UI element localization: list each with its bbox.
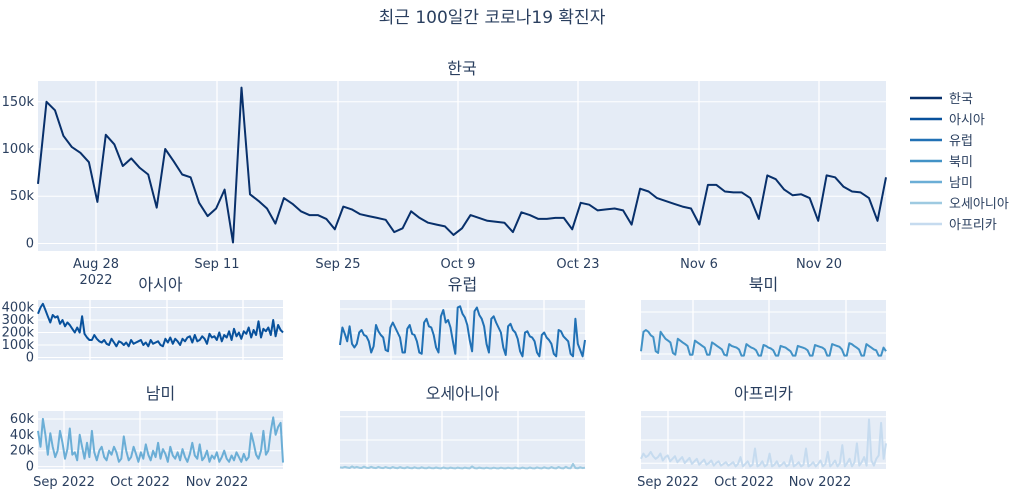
series-line-africa [640,418,887,468]
subplot-title-europe: 유럽 [448,275,477,294]
y-tick-label: 40k [10,428,35,443]
y-tick-label: 100k [2,142,35,157]
x-tick-label: Oct 23 [556,257,599,272]
legend-item: 유럽 [910,134,973,149]
y-tick-label: 400k [2,301,35,316]
legend-item: 오세아니아 [910,197,1009,212]
subplot-north-america: 북미 [640,275,887,360]
x-tick-label: Oct 2022 [714,475,774,490]
subplot-europe: 유럽 [339,275,586,360]
y-tick-label: 150k [2,95,35,110]
series-line-south-america [37,416,284,463]
chart-title: 최근 100일간 코로나19 확진자 [379,8,606,28]
legend-label: 한국 [949,92,973,107]
legend-item: 한국 [910,92,973,107]
subplot-title-korea: 한국 [447,59,476,78]
y-tick-label: 100k [2,338,35,353]
x-tick-label: Sep 25 [315,257,360,272]
plot-area-asia [38,300,283,360]
y-tick-label: 0 [26,351,34,366]
x-tick-label: Sep 11 [194,257,239,272]
subplot-oceania: 오세아니아 [339,384,586,470]
x-tick-label: Oct 9 [441,257,476,272]
subplot-title-south-america: 남미 [146,384,175,403]
x-tick-label: Oct 2022 [110,475,170,490]
subplot-africa: Sep 2022 Oct 2022 Nov 2022 아프리카 [637,384,887,490]
x-tick-label: Nov 20 [796,257,842,272]
legend-item: 아프리카 [910,218,997,233]
x-tick-label: Nov 2022 [789,475,852,490]
series-line-asia [37,302,284,348]
y-tick-label: 60k [10,412,35,427]
legend-label: 아시아 [949,113,985,128]
legend-item: 남미 [910,176,973,191]
legend-label: 남미 [949,176,973,191]
y-tick-label: 0 [26,460,34,475]
legend-item: 아시아 [910,113,985,128]
x-tick-label: Sep 2022 [33,475,95,490]
y-tick-label: 50k [10,189,35,204]
legend-label: 북미 [949,155,973,170]
legend-label: 오세아니아 [949,197,1009,212]
legend-label: 아프리카 [949,218,997,233]
subplot-title-oceania: 오세아니아 [426,384,500,403]
y-tick-label: 200k [2,326,35,341]
x-tick-label: Aug 28 2022 [73,257,119,288]
series-line-europe [339,305,586,358]
x-tick-label: Nov 6 [680,257,718,272]
subplot-korea: 0 50k 100k 150k Aug 28 2022 Sep 11 Sep 25 Oct 9 O… [2,59,887,288]
x-tick-label: Sep 2022 [637,475,699,490]
y-tick-label: 0 [26,236,34,251]
subplot-title-north-america: 북미 [749,275,778,294]
series-line-korea [37,86,887,244]
subplot-title-africa: 아프리카 [734,384,793,403]
series-line-oceania [339,462,586,470]
y-tick-label: 20k [10,444,35,459]
series-line-north-america [640,329,887,357]
plot-area-north-america [641,300,886,360]
subplots: 0 50k 100k 150k Aug 28 2022 Sep 11 Sep 25 Oct 9 O… [2,59,887,490]
subplot-title-asia: 아시아 [138,275,182,294]
legend-item: 북미 [910,155,973,170]
plot-area-korea [38,81,886,251]
x-tick-label: Nov 2022 [186,475,249,490]
y-tick-label: 300k [2,313,35,328]
legend-label: 유럽 [949,134,973,149]
